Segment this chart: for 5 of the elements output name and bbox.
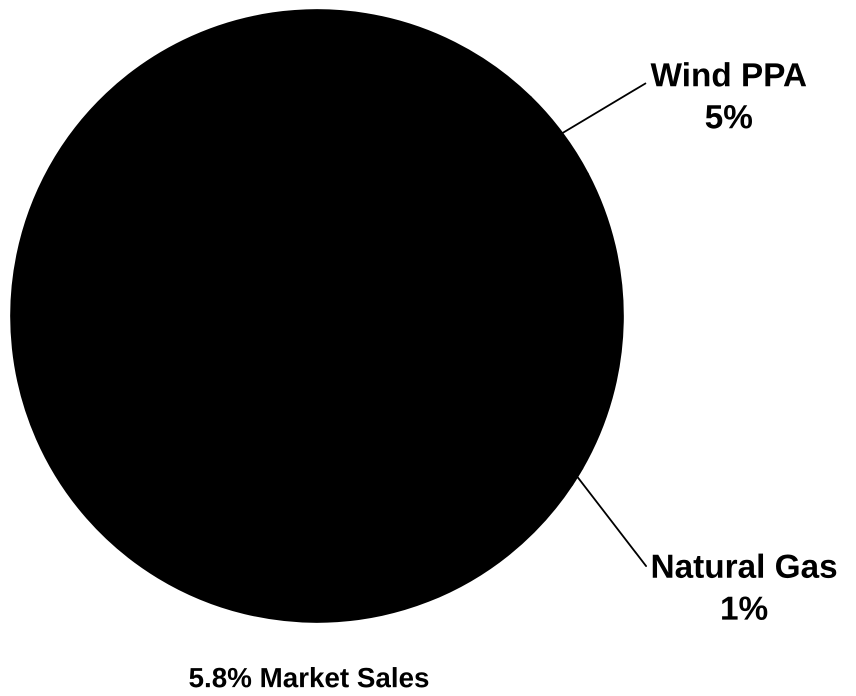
slice-label: Natural Gas (652, 554, 836, 578)
text: 5.8% Market Sales (189, 667, 428, 688)
slice-label: Wind PPA (650, 62, 806, 87)
data-label: 1% (722, 596, 768, 620)
data-label: 5% (706, 105, 752, 129)
